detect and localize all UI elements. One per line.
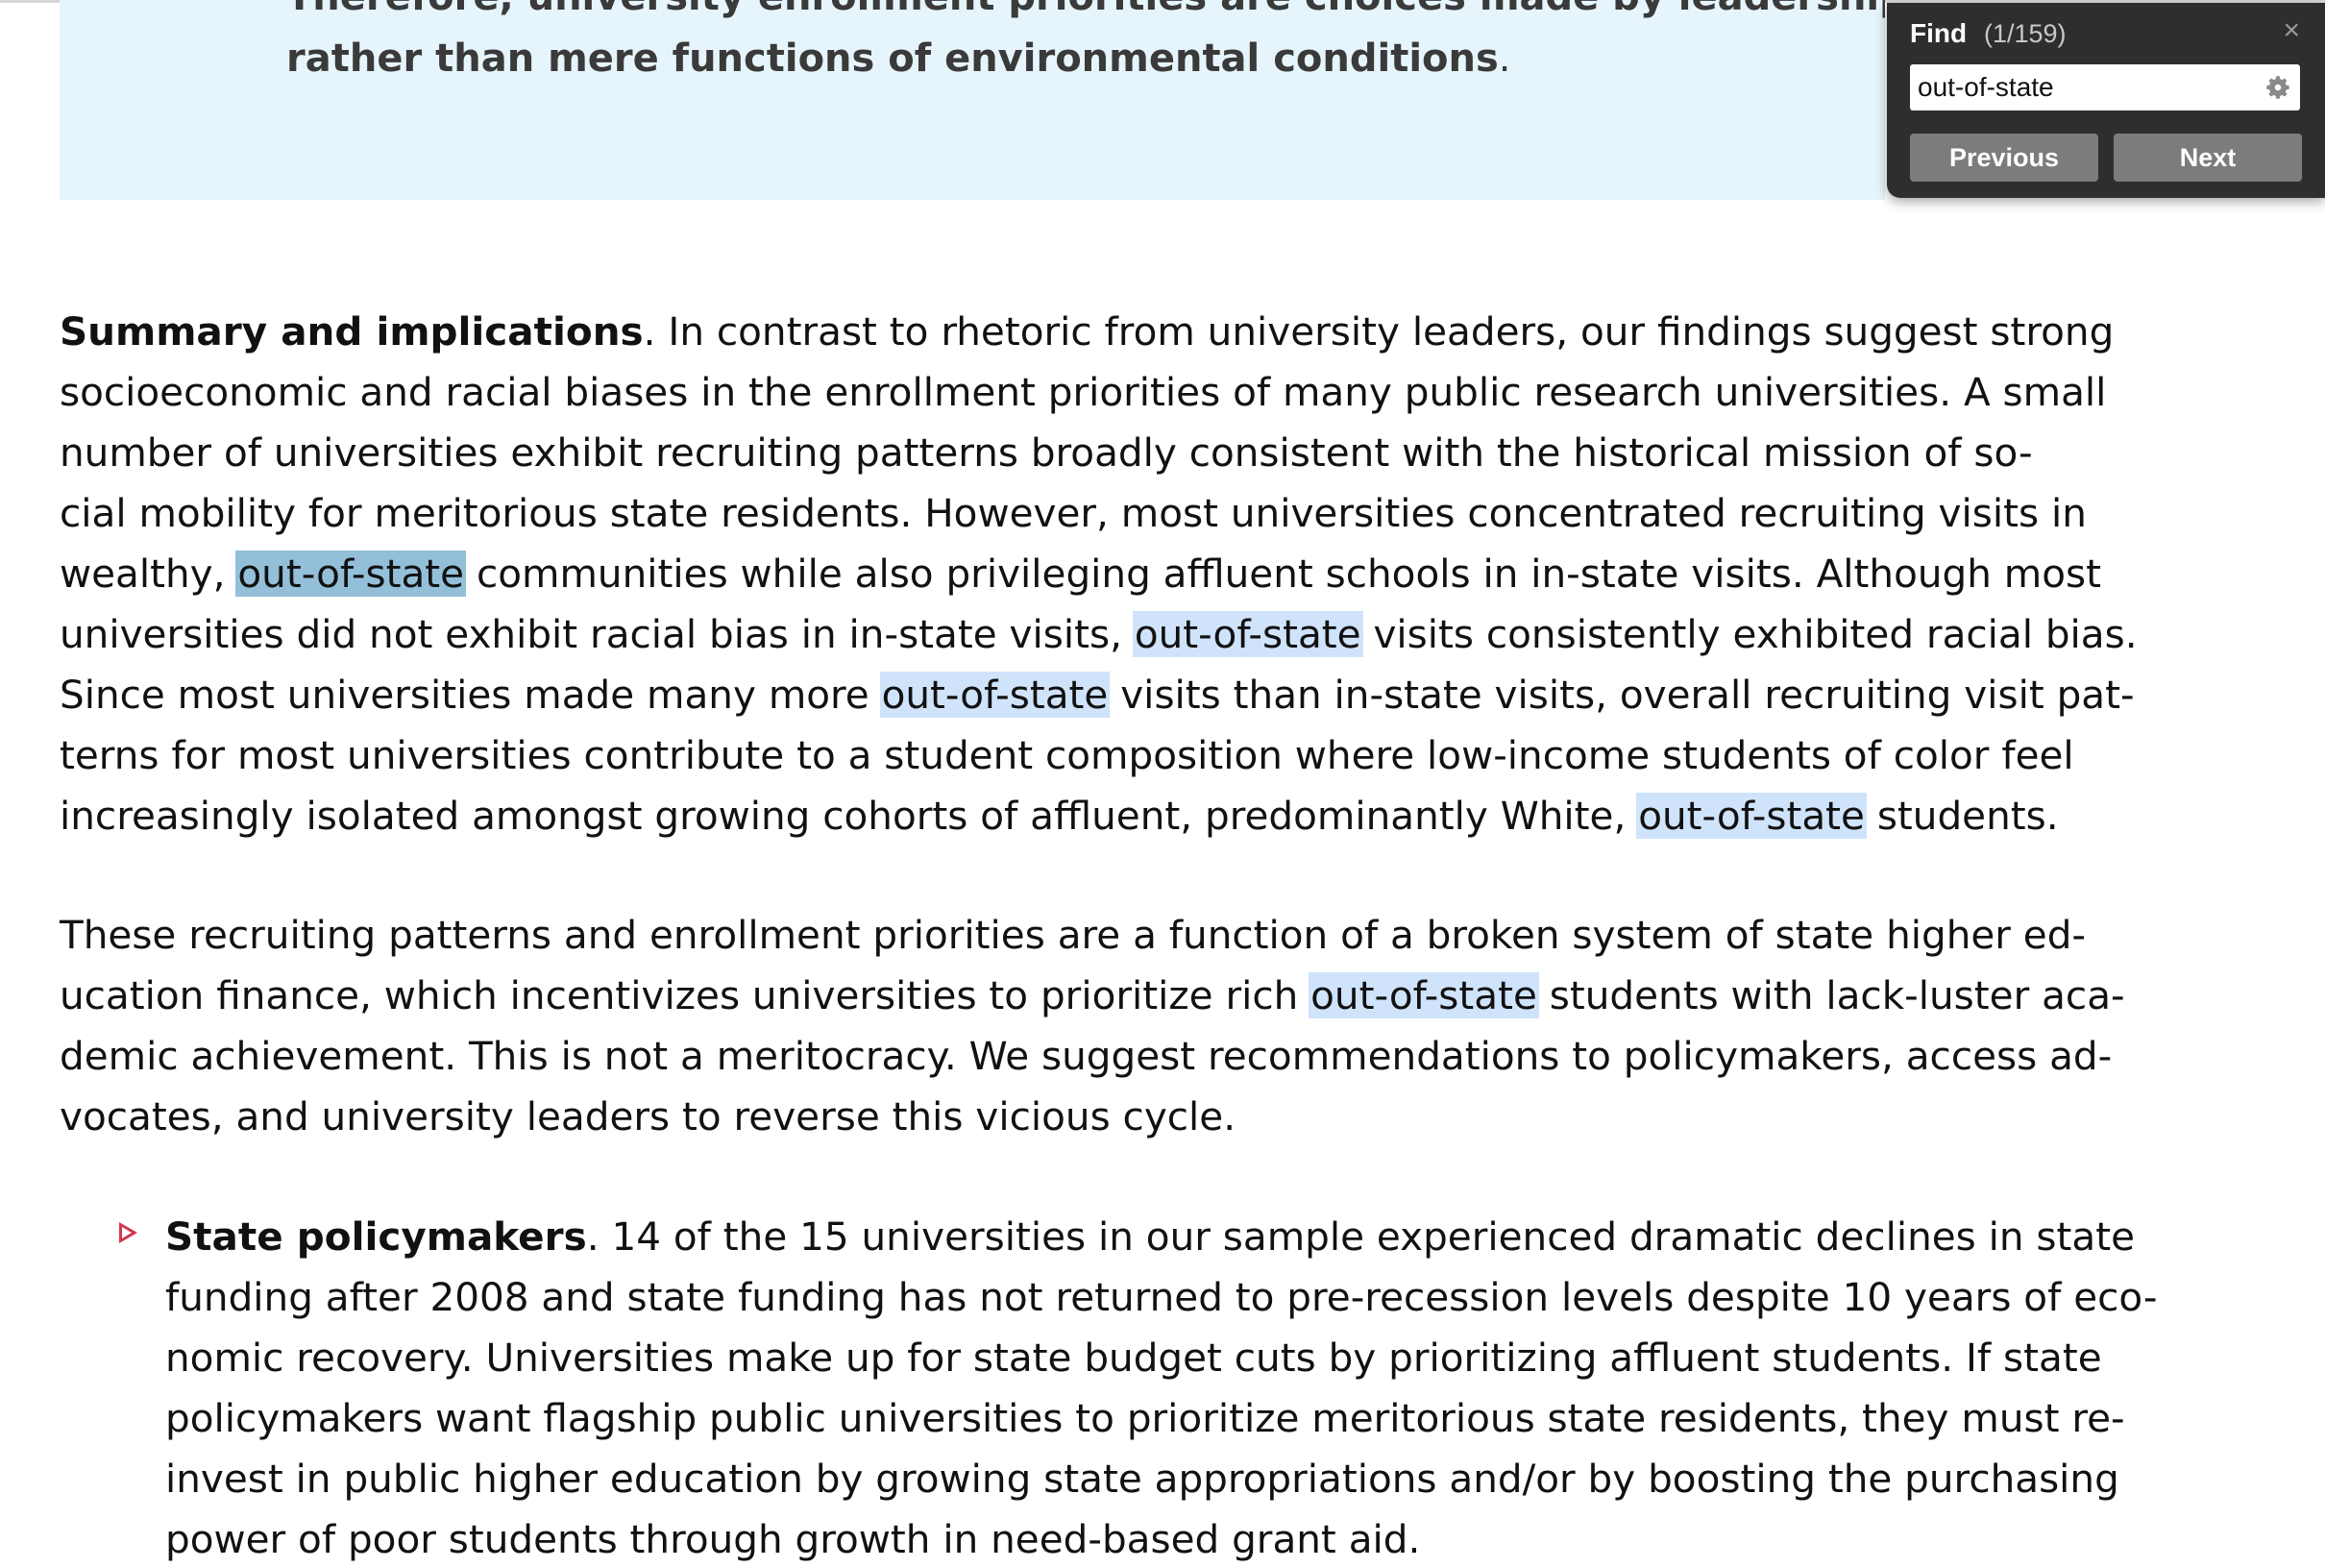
- paragraph-heading: State policymakers: [165, 1213, 587, 1260]
- callout-line: Therefore, university enrollment priorit…: [286, 0, 1885, 19]
- text-line: invest in public higher education by gro…: [165, 1449, 2119, 1509]
- text-line: demic achievement. This is not a meritoc…: [60, 1026, 2112, 1087]
- callout-line: rather than mere functions of environmen…: [286, 37, 1511, 81]
- text-line: nomic recovery. Universities make up for…: [165, 1328, 2102, 1388]
- search-match: out-of-state: [1309, 972, 1539, 1018]
- callout-period: .: [1498, 37, 1511, 81]
- summary-paragraph: Summary and implications. In contrast to…: [60, 302, 2138, 846]
- text-segment: ucation finance, which incentivizes univ…: [60, 972, 1311, 1018]
- text-line: Summary and implications. In contrast to…: [60, 302, 2114, 362]
- current-search-match: out-of-state: [235, 551, 467, 597]
- text-segment: demic achievement. This is not a meritoc…: [60, 1033, 2113, 1079]
- find-search-input[interactable]: [1910, 64, 2254, 110]
- text-segment: Since most universities made many more: [60, 672, 882, 718]
- text-segment: increasingly isolated amongst growing co…: [60, 793, 1639, 839]
- triangle-bullet-icon: [119, 1222, 137, 1243]
- find-input-box: [1910, 64, 2300, 110]
- text-segment: wealthy,: [60, 551, 238, 597]
- text-segment: cial mobility for meritorious state resi…: [60, 490, 2087, 536]
- text-segment: policymakers want flagship public univer…: [165, 1395, 2125, 1441]
- text-segment: students.: [1864, 793, 2059, 839]
- text-segment: visits than in-state visits, overall rec…: [1108, 672, 2135, 718]
- search-match: out-of-state: [1636, 793, 1867, 839]
- text-line: wealthy, out-of-state communities while …: [60, 544, 2101, 604]
- text-segment: nomic recovery. Universities make up for…: [165, 1335, 2102, 1381]
- text-segment: communities while also privileging afflu…: [464, 551, 2101, 597]
- text-line: ucation finance, which incentivizes univ…: [60, 966, 2125, 1026]
- text-segment: . 14 of the 15 universities in our sampl…: [586, 1213, 2136, 1260]
- text-line: number of universities exhibit recruitin…: [60, 423, 2058, 483]
- text-line: funding after 2008 and state funding has…: [165, 1267, 2158, 1328]
- list-item-text: State policymakers. 14 of the 15 univers…: [165, 1207, 2158, 1568]
- text-segment: universities did not exhibit racial bias…: [60, 611, 1135, 657]
- text-segment: funding after 2008 and state funding has…: [165, 1274, 2158, 1320]
- find-match-count: (1/159): [1984, 19, 2067, 48]
- text-line: power of poor students through growth in…: [165, 1509, 2068, 1568]
- text-segment: socioeconomic and racial biases in the e…: [60, 369, 2107, 415]
- text-segment: power of poor students through growth in…: [165, 1516, 1421, 1562]
- text-line: terns for most universities contribute t…: [60, 725, 2074, 786]
- text-line: increasingly isolated amongst growing co…: [60, 786, 2059, 846]
- callout-box: Therefore, university enrollment priorit…: [60, 0, 1885, 200]
- gear-icon[interactable]: [2264, 73, 2292, 102]
- text-line: universities did not exhibit racial bias…: [60, 604, 2138, 665]
- search-match: out-of-state: [879, 672, 1111, 718]
- search-match: out-of-state: [1132, 611, 1363, 657]
- text-segment: terns for most universities contribute t…: [60, 732, 2074, 778]
- callout-text: rather than mere functions of environmen…: [286, 37, 1499, 81]
- text-line: cial mobility for meritorious state resi…: [60, 483, 2087, 544]
- find-panel: Find (1/159) × Previous Next: [1887, 3, 2325, 198]
- previous-button[interactable]: Previous: [1910, 134, 2098, 182]
- text-segment: visits consistently exhibited racial bia…: [1360, 611, 2138, 657]
- text-segment: invest in public higher education by gro…: [165, 1456, 2119, 1502]
- close-icon[interactable]: ×: [2283, 14, 2300, 46]
- text-line: Since most universities made many more o…: [60, 665, 2135, 725]
- text-line: socioeconomic and racial biases in the e…: [60, 362, 2106, 423]
- next-button[interactable]: Next: [2114, 134, 2302, 182]
- text-line: State policymakers. 14 of the 15 univers…: [165, 1207, 2135, 1267]
- text-line: These recruiting patterns and enrollment…: [60, 905, 2086, 966]
- text-segment: . In contrast to rhetoric from universit…: [643, 308, 2115, 355]
- text-segment: vocates, and university leaders to rever…: [60, 1093, 1236, 1139]
- find-title: Find: [1910, 18, 1968, 48]
- text-line: vocates, and university leaders to rever…: [60, 1087, 2058, 1147]
- paragraph-heading: Summary and implications: [60, 308, 644, 355]
- text-segment: number of universities exhibit recruitin…: [60, 429, 2033, 476]
- text-segment: These recruiting patterns and enrollment…: [60, 912, 2087, 958]
- finance-paragraph: These recruiting patterns and enrollment…: [60, 905, 2125, 1147]
- text-line: policymakers want flagship public univer…: [165, 1388, 2125, 1449]
- text-segment: students with lack-luster aca-: [1536, 972, 2125, 1018]
